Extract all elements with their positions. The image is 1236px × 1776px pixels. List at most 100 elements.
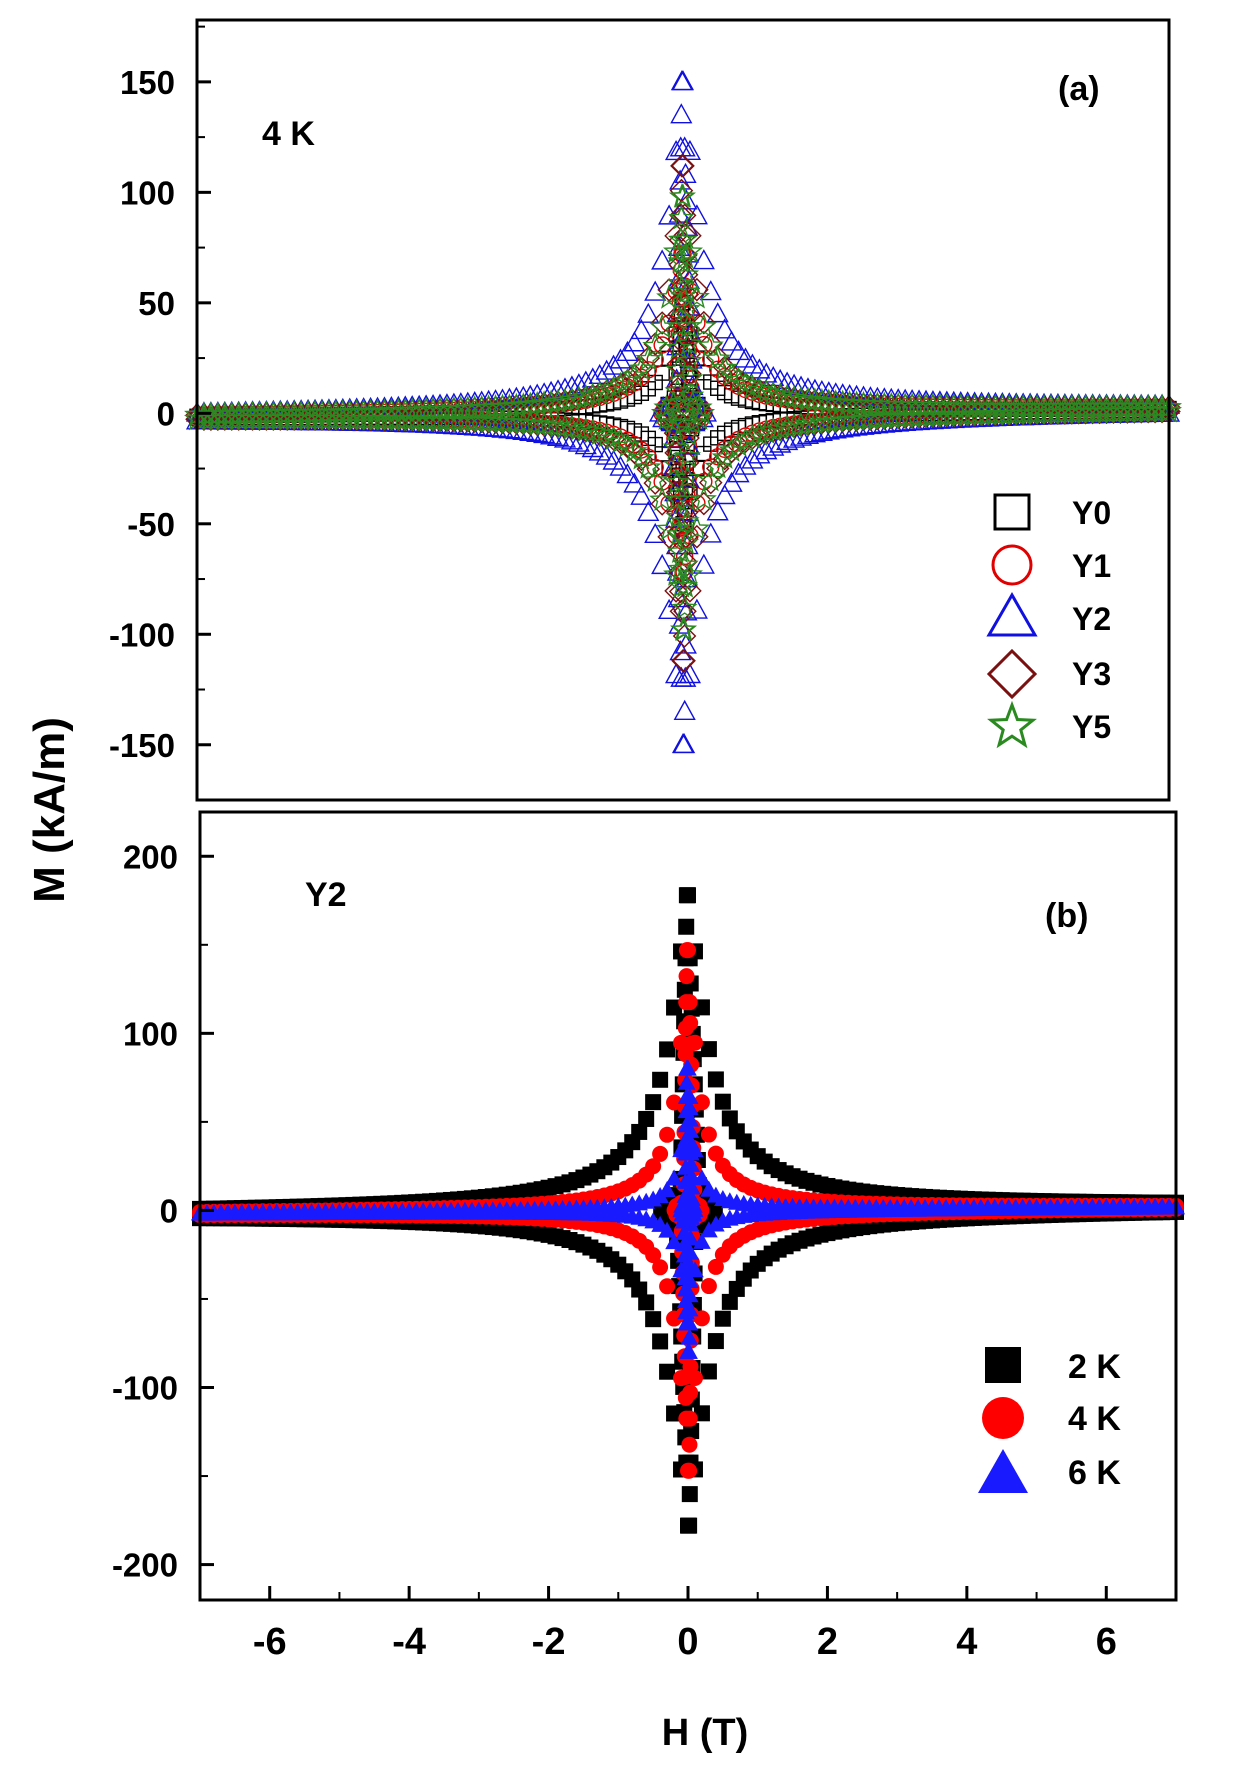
data-point — [665, 356, 691, 382]
data-point — [801, 409, 828, 435]
y-tick-label: -100 — [109, 616, 175, 653]
panel-a-data-points — [184, 70, 1182, 754]
data-point — [666, 520, 693, 546]
data-point — [677, 1369, 694, 1386]
data-point — [675, 189, 698, 210]
data-point — [650, 399, 677, 425]
legend-label-2k: 2 K — [1068, 1348, 1121, 1386]
data-point — [638, 1294, 655, 1311]
panel-a-frame — [195, 18, 1171, 802]
data-point — [829, 407, 856, 432]
data-point — [503, 409, 530, 435]
data-point — [681, 1133, 700, 1150]
panel-b-y-axis: -200 -100 0 100 200 — [112, 838, 214, 1584]
data-point — [643, 332, 668, 356]
data-point — [538, 389, 565, 415]
data-point — [685, 1205, 703, 1222]
data-point — [574, 434, 597, 455]
data-point — [558, 414, 585, 440]
y-tick-label: 100 — [123, 1015, 178, 1052]
data-point — [665, 1169, 683, 1186]
data-point — [677, 1389, 694, 1406]
data-point — [692, 249, 715, 270]
data-point — [544, 412, 572, 438]
y-tick-label: -200 — [112, 1547, 178, 1584]
data-point — [864, 404, 891, 430]
data-point — [721, 1293, 738, 1310]
data-point — [645, 1247, 662, 1264]
data-point — [447, 395, 474, 421]
data-point — [774, 413, 801, 439]
x-tick-label: 0 — [677, 1621, 698, 1663]
y-axis-title: M (kA/m) — [25, 717, 74, 903]
y-tick-label: 100 — [120, 174, 175, 211]
data-point — [760, 417, 787, 442]
data-point — [658, 1181, 676, 1198]
data-point — [713, 484, 736, 505]
x-tick-label: 4 — [956, 1621, 977, 1663]
data-point — [667, 555, 694, 581]
data-point — [621, 362, 648, 387]
data-point — [652, 1333, 669, 1350]
data-point — [682, 1035, 699, 1052]
data-point — [673, 699, 696, 720]
data-point — [697, 332, 724, 357]
data-point — [686, 405, 713, 430]
data-point — [675, 330, 703, 356]
data-point — [663, 468, 691, 494]
data-point — [677, 342, 702, 366]
data-point — [551, 413, 579, 439]
panel-a-y-axis: -150 -100 -50 0 50 100 150 — [109, 25, 211, 801]
data-point — [700, 1278, 717, 1295]
data-point — [631, 1123, 648, 1140]
data-point — [857, 405, 884, 431]
data-point — [644, 522, 667, 544]
data-point — [665, 480, 690, 505]
legend-label-y3: Y3 — [1072, 656, 1111, 692]
data-point — [468, 394, 495, 420]
legend-marker-y0 — [993, 493, 1031, 531]
data-point — [815, 388, 842, 414]
data-point — [843, 406, 870, 431]
data-point — [635, 345, 662, 371]
data-point — [676, 1269, 695, 1286]
data-point — [671, 649, 695, 673]
data-point — [482, 393, 509, 419]
data-point — [781, 384, 808, 410]
data-point — [671, 594, 698, 620]
data-point — [681, 994, 698, 1011]
data-point — [678, 579, 702, 603]
legend-marker-4k — [982, 1397, 1024, 1439]
data-point — [664, 378, 691, 403]
data-point — [666, 999, 683, 1016]
data-point — [677, 1303, 695, 1320]
x-tick-label: -4 — [392, 1621, 426, 1663]
y-tick-label: -100 — [112, 1370, 178, 1407]
data-point — [681, 1099, 699, 1116]
data-point — [692, 553, 715, 574]
data-point — [645, 1311, 662, 1328]
data-point — [787, 411, 815, 437]
legend-item-y0: Y0 — [993, 493, 1111, 531]
data-point — [682, 1167, 701, 1184]
data-point — [681, 1486, 698, 1503]
panel-a: -150 -100 -50 0 50 100 150 (a) 4 K Y0 Y1 Y2 Y3 — [109, 18, 1182, 802]
y-tick-label: 200 — [123, 838, 178, 875]
legend-marker-y5 — [987, 700, 1037, 749]
legend-label-4k: 4 K — [1068, 1400, 1121, 1438]
data-point — [524, 410, 551, 436]
panel-a-label: (a) — [1058, 70, 1100, 108]
data-point — [665, 1233, 683, 1250]
data-point — [652, 1145, 669, 1162]
data-point — [676, 1291, 695, 1308]
data-point — [673, 732, 696, 754]
data-point — [675, 1235, 694, 1252]
data-point — [659, 1126, 676, 1143]
data-point — [787, 385, 815, 411]
data-point — [651, 553, 674, 575]
data-point — [670, 410, 696, 436]
data-point — [774, 383, 801, 409]
data-point — [609, 348, 632, 369]
data-point — [683, 283, 710, 309]
